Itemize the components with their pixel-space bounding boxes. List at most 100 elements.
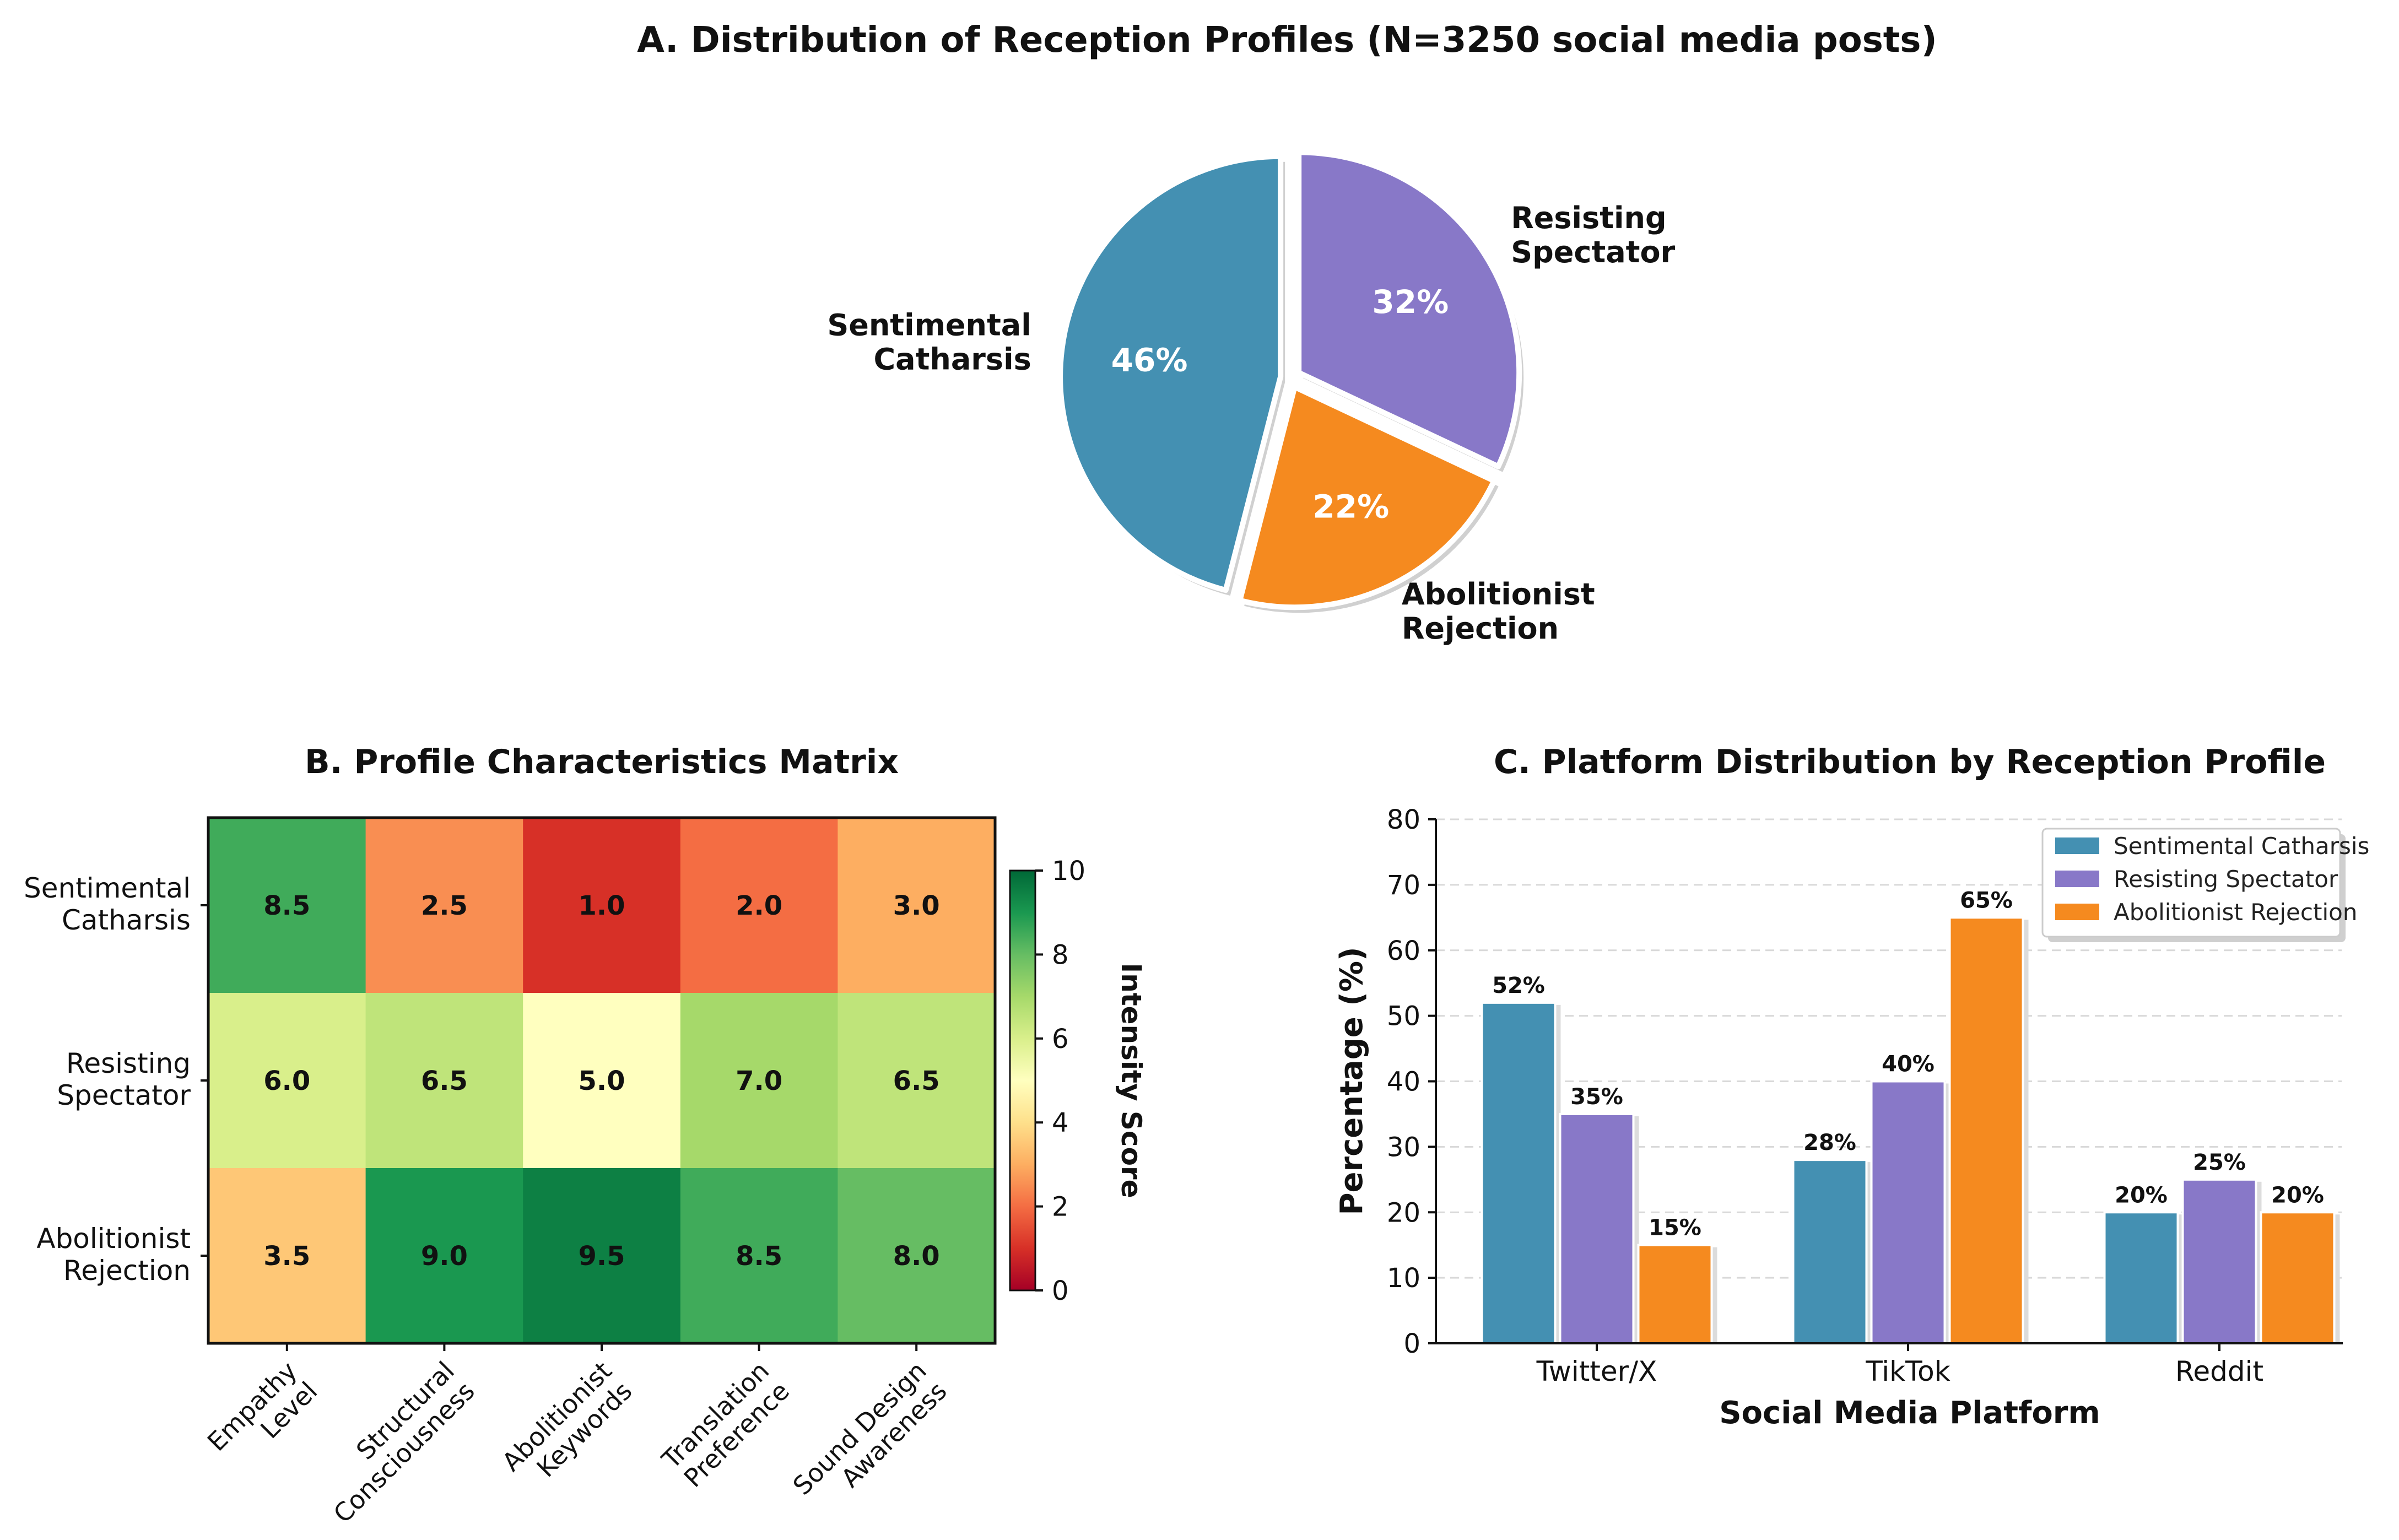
pie-pct-abolitionist-rejection: 22% (1312, 488, 1389, 525)
heatmap-cell-r2-c1 (365, 1168, 523, 1344)
bar-y-tick-label: 40 (1387, 1067, 1420, 1098)
bar-x-tick-label-tiktok: TikTok (1865, 1355, 1950, 1387)
heatmap-col-label-structural-consciousness: StructuralConsciousness (307, 1356, 480, 1529)
bar-x-axis-label: Social Media Platform (1719, 1395, 2100, 1431)
panel-a: A. Distribution of Reception Profiles (N… (637, 20, 1937, 646)
colorbar-label: Intensity Score (1115, 963, 1147, 1198)
pie-labels: 46% Sentimental Catharsis 22% Abolitionist Re… (827, 201, 1675, 646)
heatmap-col-labels: EmpathyLevel StructuralConsciousness Aboli… (202, 1343, 953, 1529)
colorbar-tick-label: 4 (1052, 1107, 1069, 1138)
bar-y-tick-label: 50 (1387, 1001, 1420, 1032)
panel-c: C. Platform Distribution by Reception Pr… (1334, 743, 2369, 1431)
colorbar-tick-label: 6 (1052, 1024, 1069, 1055)
bar-x-tick-label-reddit: Reddit (2175, 1355, 2263, 1387)
bar-label-abolitionist-rejection-reddit: 20% (2271, 1182, 2324, 1208)
heatmap-value-r1-c4: 6.5 (893, 1066, 940, 1096)
heatmap-col-label-text: EmpathyLevel (202, 1356, 323, 1477)
colorbar-tick-label: 10 (1052, 856, 1085, 887)
panel-b-title: B. Profile Characteristics Matrix (305, 743, 899, 781)
colorbar-tick-label: 0 (1052, 1276, 1069, 1306)
bar-sentimental-catharsis-tiktok (1792, 1159, 1868, 1344)
legend-swatch-resisting-spectator (2055, 871, 2099, 887)
bar-rects (1481, 916, 2336, 1344)
bar-resisting-spectator-reddit (2181, 1178, 2257, 1344)
pie-pct-sentimental-catharsis: 46% (1111, 342, 1188, 379)
bar-y-axis-label: Percentage (%) (1334, 947, 1370, 1215)
heatmap-cell-r2-c0 (208, 1168, 366, 1344)
bar-abolitionist-rejection-twitter-x (1637, 1244, 1713, 1344)
heatmap-row-label-resisting-spectator: Resisting Spectator (57, 1047, 191, 1111)
heatmap-value-r0-c3: 2.0 (736, 890, 782, 921)
heatmap-value-r0-c0: 8.5 (263, 890, 310, 921)
heatmap-value-r0-c4: 3.0 (893, 890, 940, 921)
legend-swatch-sentimental-catharsis (2055, 837, 2099, 854)
bar-y-tick-label: 80 (1387, 804, 1420, 835)
legend-label-abolitionist-rejection: Abolitionist Rejection (2114, 899, 2357, 926)
pie-label-resisting-spectator: Resisting Spectator (1511, 201, 1675, 269)
bar-abolitionist-rejection-reddit (2260, 1211, 2336, 1344)
heatmap-cell-r0-c0 (208, 818, 366, 993)
heatmap-cell-r2-c2 (523, 1168, 681, 1344)
bar-label-resisting-spectator-tiktok: 40% (1882, 1052, 1935, 1077)
bar-legend-box (2041, 828, 2341, 938)
heatmap-col-label-sound-design-awareness: Sound DesignAwareness (787, 1356, 953, 1521)
heatmap-value-r1-c1: 6.5 (421, 1066, 468, 1096)
heatmap-cell-r2-c4 (838, 1168, 996, 1344)
heatmap-cell-r1-c4 (838, 993, 996, 1169)
bar-label-sentimental-catharsis-reddit: 20% (2115, 1182, 2168, 1208)
heatmap-value-r2-c4: 8.0 (893, 1241, 940, 1272)
heatmap-col-label-text: Sound DesignAwareness (787, 1356, 953, 1521)
bar-x-tick-label-twitter-x: Twitter/X (1536, 1355, 1657, 1387)
heatmap-value-r2-c3: 8.5 (736, 1241, 782, 1272)
colorbar-ticks: 0 2 4 6 8 10 (1035, 856, 1085, 1306)
pie-slice-sentimental-catharsis (1057, 153, 1284, 593)
heatmap-cells: 8.5 2.5 1.0 2.0 3.0 6.0 6.5 5.0 7.0 6.5 3.5 9.0 9.5 8… (208, 818, 996, 1344)
heatmap-value-r2-c2: 9.5 (578, 1241, 625, 1272)
bar-y-ticks: 0 10 20 30 40 50 60 70 80 (1387, 804, 1436, 1359)
heatmap-value-r2-c0: 3.5 (263, 1241, 310, 1272)
heatmap-col-label-empathy-level: EmpathyLevel (202, 1356, 323, 1477)
heatmap-cell-r2-c3 (680, 1168, 838, 1344)
bar-label-abolitionist-rejection-tiktok: 65% (1960, 888, 2013, 913)
heatmap-cell-r0-c4 (838, 818, 996, 993)
bar-value-labels: 52% 35% 15% 28% 40% 65% 20% 25% 20% (1492, 888, 2324, 1240)
heatmap-col-label-text: StructuralConsciousness (307, 1356, 480, 1529)
bar-y-tick-label: 0 (1403, 1328, 1420, 1359)
heatmap-value-r2-c1: 9.0 (421, 1241, 468, 1272)
bar-y-tick-label: 10 (1387, 1263, 1420, 1294)
bar-y-tick-label: 20 (1387, 1197, 1420, 1228)
heatmap-value-r1-c0: 6.0 (263, 1066, 310, 1096)
bar-y-tick-label: 60 (1387, 936, 1420, 966)
heatmap-col-label-translation-preference: TranslationPreference (656, 1356, 795, 1495)
bar-abolitionist-rejection-tiktok (1948, 916, 2024, 1344)
pie-slices (1057, 149, 1522, 610)
bar-x-ticks: Twitter/X TikTok Reddit (1536, 1343, 2263, 1387)
colorbar (1009, 869, 1036, 1292)
heatmap-row-label-abolitionist-rejection: Abolitionist Rejection (36, 1223, 191, 1287)
legend-label-sentimental-catharsis: Sentimental Catharsis (2114, 833, 2369, 860)
colorbar-tick-label: 2 (1052, 1192, 1069, 1223)
bar-label-resisting-spectator-twitter-x: 35% (1570, 1084, 1623, 1110)
pie-slice-resisting-spectator (1296, 149, 1522, 469)
pie-label-sentimental-catharsis: Sentimental Catharsis (827, 308, 1031, 377)
panel-a-title: A. Distribution of Reception Profiles (N… (637, 20, 1937, 61)
pie-slice-abolitionist-rejection (1237, 384, 1497, 610)
bar-label-resisting-spectator-reddit: 25% (2193, 1150, 2246, 1175)
bar-label-sentimental-catharsis-twitter-x: 52% (1492, 973, 1545, 998)
heatmap-col-label-text: TranslationPreference (656, 1356, 795, 1495)
bar-y-tick-label: 30 (1387, 1132, 1420, 1163)
heatmap-col-label-abolitionist-keywords: AbolitionistKeywords (496, 1356, 638, 1483)
heatmap-value-r1-c3: 7.0 (736, 1066, 782, 1096)
heatmap-row-labels: Sentimental Catharsis Resisting Spectator Ab… (24, 872, 208, 1287)
heatmap-row-label-sentimental-catharsis: Sentimental Catharsis (24, 872, 191, 936)
heatmap-cell-r1-c2 (523, 993, 681, 1169)
bar-label-sentimental-catharsis-tiktok: 28% (1803, 1130, 1856, 1155)
bar-legend: Sentimental Catharsis Resisting Spectator… (2041, 828, 2369, 942)
panel-b: B. Profile Characteristics Matrix 8.5 2.5… (24, 743, 1147, 1529)
bar-y-tick-label: 70 (1387, 870, 1420, 901)
heatmap-cell-r0-c3 (680, 818, 838, 993)
heatmap-value-r1-c2: 5.0 (578, 1066, 625, 1096)
bar-sentimental-catharsis-reddit (2103, 1211, 2179, 1344)
pie-label-abolitionist-rejection: Abolitionist Rejection (1402, 577, 1595, 646)
